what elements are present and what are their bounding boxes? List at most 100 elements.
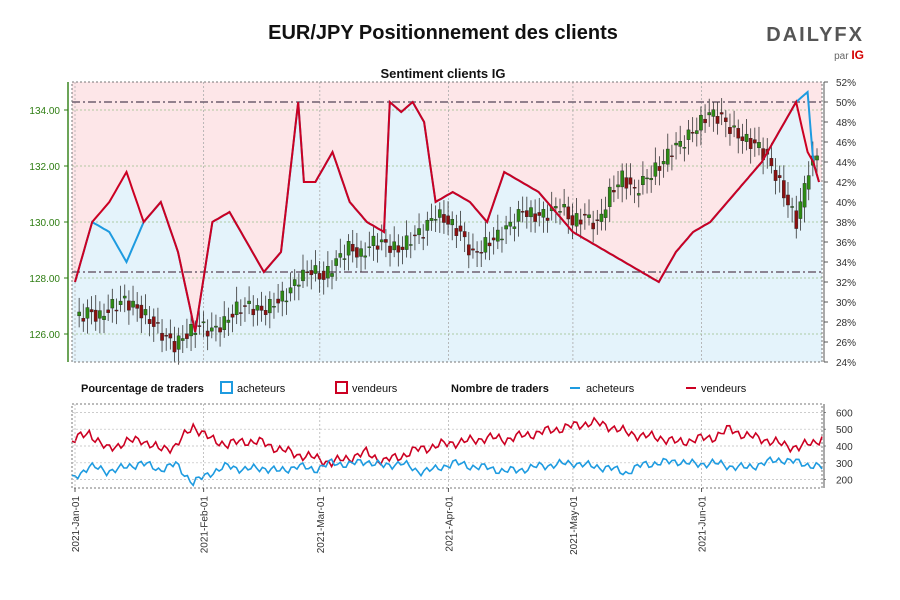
- candle-body: [413, 234, 417, 237]
- candle-body: [114, 309, 119, 312]
- legend-sellers-count: vendeurs: [701, 383, 747, 395]
- pct-tick-label: 30%: [836, 298, 856, 309]
- candle-body: [284, 300, 289, 303]
- candle-body: [321, 270, 326, 280]
- candle-body: [450, 219, 455, 226]
- candle-body: [603, 209, 608, 218]
- legend-buyers-pct: acheteurs: [237, 383, 286, 395]
- candle-body: [85, 307, 90, 319]
- candle-body: [147, 319, 152, 324]
- candle-body: [226, 319, 231, 323]
- candle-body: [483, 237, 488, 253]
- candle-body: [239, 312, 243, 314]
- candle-body: [259, 305, 264, 311]
- candle-body: [77, 311, 81, 317]
- candle-body: [694, 130, 699, 134]
- candle-body: [657, 166, 662, 171]
- sellers-count-line: [71, 416, 823, 469]
- candle-body: [645, 177, 649, 180]
- candle-body: [400, 246, 405, 250]
- candle-body: [587, 214, 591, 218]
- candle-body: [537, 212, 542, 216]
- candle-body: [520, 211, 525, 213]
- candle-body: [744, 133, 749, 142]
- candle-body: [102, 315, 106, 320]
- candle-body: [176, 335, 181, 350]
- pct-tick-label: 46%: [836, 138, 856, 149]
- candle-body: [355, 247, 359, 258]
- candle-body: [769, 158, 774, 167]
- candle-body: [454, 228, 459, 236]
- candle-body: [724, 117, 728, 122]
- candle-body: [782, 180, 786, 199]
- candle-body: [388, 245, 392, 253]
- sellers-pct-line: [74, 99, 820, 333]
- date-tick-label: 2021-Jun-01: [698, 496, 709, 553]
- candle-body: [562, 204, 566, 208]
- candle-body: [247, 300, 251, 304]
- candle-body: [122, 295, 127, 299]
- candle-body: [458, 225, 463, 232]
- candle-body: [425, 219, 430, 231]
- legend-buyers-box: [220, 381, 233, 394]
- candle-body: [209, 327, 214, 332]
- candle-body: [89, 309, 94, 313]
- candle-body: [757, 142, 761, 149]
- candle-body: [786, 194, 790, 206]
- candle-body: [475, 251, 479, 253]
- candle-body: [607, 186, 612, 207]
- candle-body: [773, 169, 778, 181]
- legend-pct-title: Pourcentage de traders: [81, 383, 204, 395]
- candle-body: [201, 321, 206, 324]
- candle-body: [466, 244, 471, 256]
- date-tick-label: 2021-Feb-01: [200, 496, 211, 554]
- date-tick-label: 2021-May-01: [569, 496, 580, 555]
- candle-body: [541, 209, 546, 218]
- candle-body: [326, 266, 330, 279]
- candle-body: [703, 118, 707, 124]
- count-tick-label: 500: [836, 425, 853, 436]
- candle-body: [384, 239, 388, 243]
- candle-body: [719, 112, 724, 115]
- candle-body: [367, 246, 372, 248]
- pct-tick-label: 44%: [836, 158, 856, 169]
- candle-body: [371, 235, 376, 246]
- candle-body: [649, 177, 653, 181]
- pct-tick-label: 36%: [836, 238, 856, 249]
- candle-body: [346, 241, 351, 256]
- pct-tick-label: 48%: [836, 118, 856, 129]
- candle-body: [529, 207, 533, 218]
- candle-body: [595, 219, 600, 221]
- brand-sub-ig: IG: [851, 48, 864, 62]
- candle-body: [255, 305, 260, 311]
- candle-body: [93, 309, 98, 322]
- candle-body: [197, 325, 202, 327]
- count-tick-label: 400: [836, 442, 853, 453]
- candle-body: [156, 322, 160, 324]
- candle-body: [222, 316, 227, 330]
- candle-body: [160, 332, 164, 341]
- candle-body: [500, 238, 504, 241]
- candle-body: [620, 170, 624, 188]
- date-tick-label: 2021-Mar-01: [316, 496, 327, 554]
- count-tick-label: 300: [836, 459, 853, 470]
- candle-body: [491, 237, 496, 241]
- candle-body: [379, 239, 384, 243]
- candle-body: [674, 142, 678, 146]
- candle-body: [707, 112, 712, 116]
- candle-body: [636, 193, 641, 196]
- date-tick-label: 2021-Jan-01: [71, 496, 82, 553]
- candle-body: [487, 242, 492, 247]
- candle-body: [479, 252, 484, 254]
- candle-body: [682, 147, 687, 149]
- candle-body: [143, 309, 148, 316]
- candle-body: [446, 215, 450, 225]
- candle-body: [533, 213, 537, 222]
- count-tick-label: 600: [836, 408, 853, 419]
- candle-body: [578, 219, 583, 225]
- candle-body: [189, 324, 193, 337]
- candle-body: [728, 127, 732, 134]
- candle-body: [218, 327, 222, 333]
- candle-body: [790, 206, 794, 208]
- legend-buyers-count: acheteurs: [586, 383, 635, 395]
